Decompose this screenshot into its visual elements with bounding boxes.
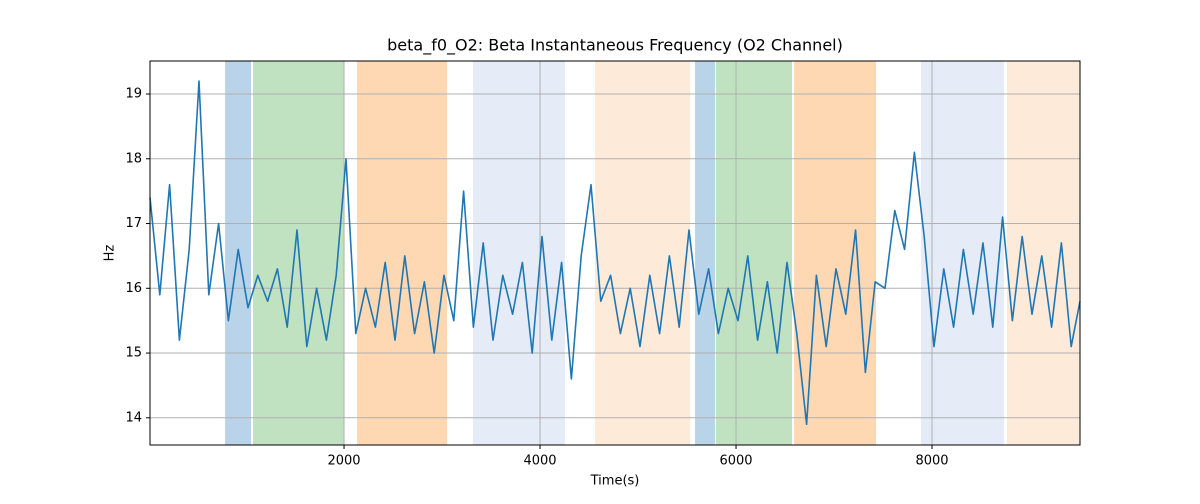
y-tick-label: 14 bbox=[125, 410, 142, 425]
shaded-span bbox=[695, 61, 716, 445]
y-tick-label: 18 bbox=[125, 151, 142, 166]
y-axis-label: Hz bbox=[103, 245, 118, 262]
shaded-span bbox=[1006, 61, 1080, 445]
x-tick-label: 2000 bbox=[327, 454, 360, 469]
x-tick-label: 4000 bbox=[523, 454, 556, 469]
shaded-span bbox=[716, 61, 792, 445]
plot-frame bbox=[149, 60, 1081, 446]
y-tick-label: 19 bbox=[125, 87, 142, 102]
shaded-span bbox=[357, 61, 448, 445]
x-axis-label: Time(s) bbox=[590, 474, 640, 489]
y-tick-label: 15 bbox=[125, 346, 142, 361]
y-tick-label: 16 bbox=[125, 281, 142, 296]
shaded-span bbox=[595, 61, 691, 445]
x-tick-label: 8000 bbox=[915, 454, 948, 469]
data-line bbox=[149, 80, 1081, 426]
chart-title: beta_f0_O2: Beta Instantaneous Frequency… bbox=[387, 36, 843, 56]
shaded-span bbox=[794, 61, 877, 445]
x-tick-label: 6000 bbox=[719, 454, 752, 469]
shaded-span bbox=[473, 61, 566, 445]
y-tick-label: 17 bbox=[125, 216, 142, 231]
